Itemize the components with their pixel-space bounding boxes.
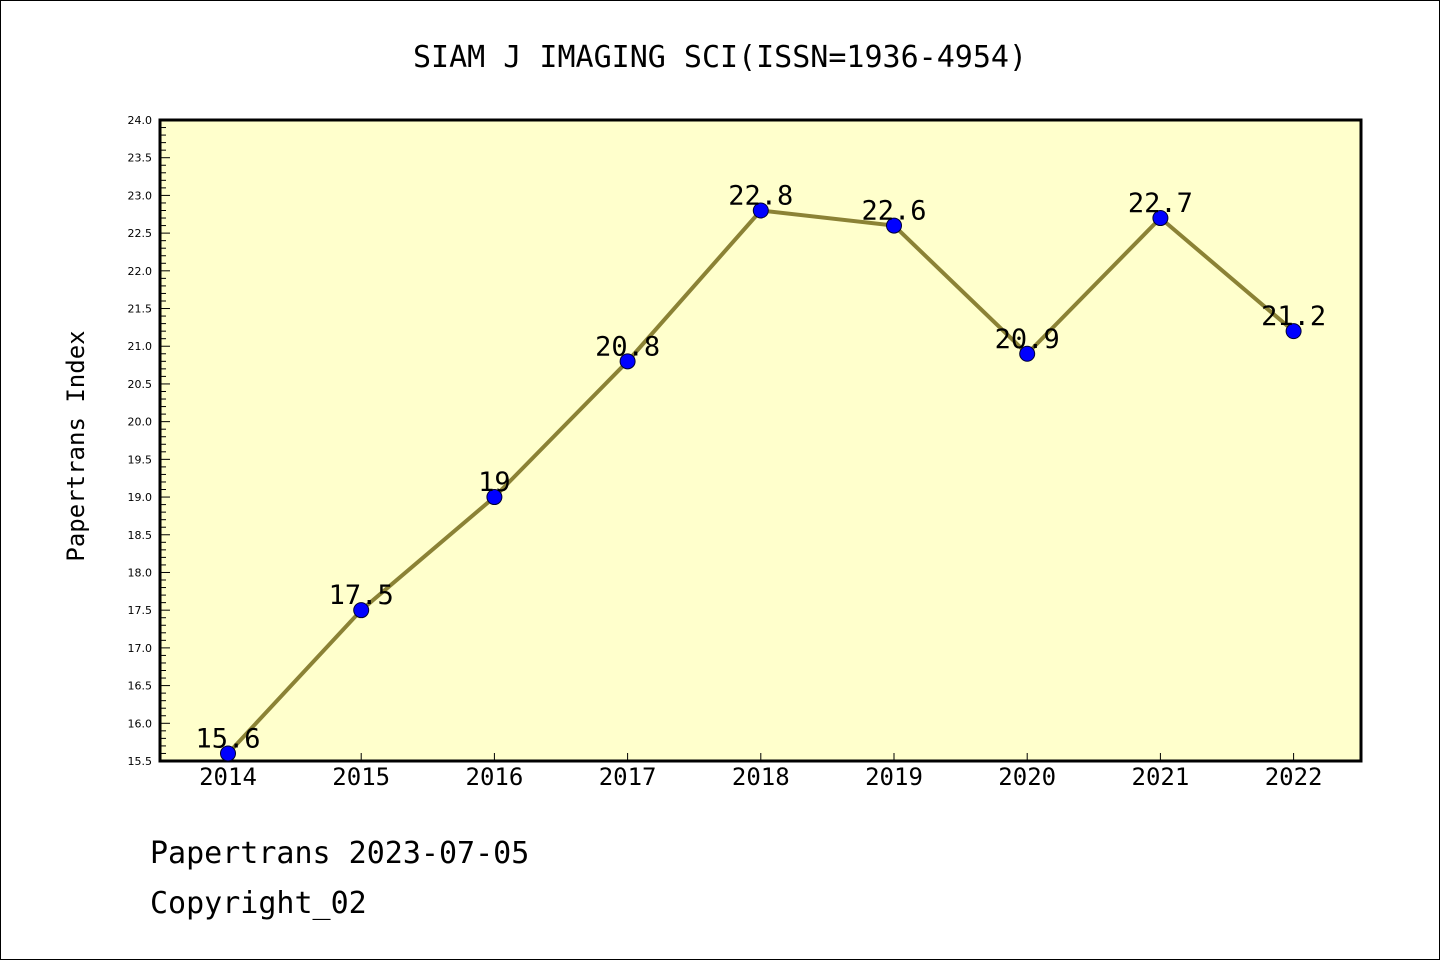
chart-title: SIAM J IMAGING SCI(ISSN=1936-4954) [413,40,1027,75]
data-label: 22.7 [1128,188,1193,219]
x-axis-ticks: 2014 2015 2016 2017 2018 2019 2020 2021 2022 [199,753,1322,791]
data-point [353,602,370,619]
data-point [1019,345,1036,362]
x-tick-label: 2020 [998,763,1056,791]
y-axis-label: Papertrans Index [62,330,90,561]
y-tick-label: 22.5 [128,227,153,240]
x-tick-label: 2016 [466,763,524,791]
y-tick-label: 18.0 [128,566,153,579]
data-point [220,745,236,762]
y-tick-label: 16.0 [128,717,153,730]
y-tick-label: 24.0 [128,114,153,127]
y-tick-label: 21.0 [128,340,153,353]
data-label: 20.8 [595,331,660,362]
y-tick-label: 19.5 [128,453,153,466]
x-tick-label: 2018 [732,763,790,791]
data-point [752,202,769,219]
data-point [1285,323,1302,340]
y-tick-label: 16.5 [128,680,153,693]
data-point [619,353,636,370]
x-tick-label: 2022 [1265,763,1323,791]
y-tick-label: 21.5 [128,303,153,316]
y-tick-label: 17.5 [128,604,153,617]
x-tick-label: 2017 [599,763,657,791]
data-label: 17.5 [329,580,394,611]
data-label: 15.6 [195,723,260,754]
data-label: 21.2 [1261,301,1326,332]
y-tick-label: 20.5 [128,378,153,391]
x-tick-label: 2015 [332,763,390,791]
y-tick-label: 18.5 [128,529,153,542]
data-label: 20.9 [995,324,1060,355]
data-label: 19 [478,467,511,498]
plot-area [158,118,1363,763]
data-label: 22.8 [728,180,793,211]
y-tick-label: 23.0 [128,189,153,202]
data-point [1152,210,1169,227]
data-series: 15.6 17.5 19 20.8 22.8 22.6 20.9 22.7 21.2 [195,180,1326,762]
y-tick-label: 17.0 [128,642,153,655]
y-axis-ticks: 15.5 16.0 16.5 17.0 17.5 18.0 18.5 19.0 19.5 20.0… [128,114,170,768]
y-tick-label: 19.0 [128,491,153,504]
x-tick-label: 2021 [1132,763,1190,791]
x-tick-label: 2019 [865,763,923,791]
y-tick-label: 22.0 [128,265,153,278]
data-point [486,489,503,506]
footer-copyright: Copyright_02 [150,886,367,921]
y-tick-label: 15.5 [128,755,153,768]
data-label: 22.6 [861,196,926,227]
footer-date: Papertrans 2023-07-05 [150,836,530,871]
y-tick-label: 20.0 [128,416,153,429]
y-tick-label: 23.5 [128,152,153,165]
x-tick-label: 2014 [199,763,257,791]
data-point [886,217,902,234]
